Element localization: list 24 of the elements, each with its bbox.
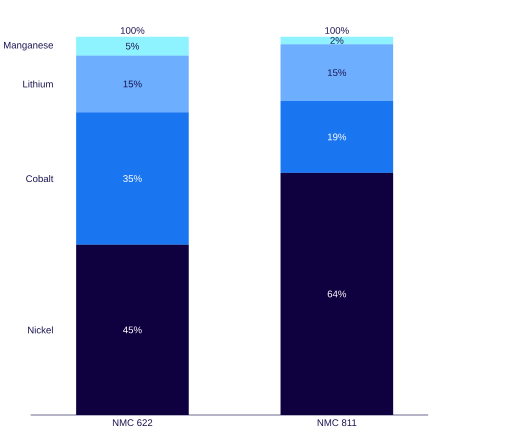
bar xyxy=(280,36,394,44)
bar xyxy=(280,172,394,416)
data-label: 15% xyxy=(124,80,142,88)
text: Lithium xyxy=(23,80,53,88)
text: Manganese xyxy=(4,42,53,50)
text: Nickel xyxy=(28,326,53,334)
x-tick-label: NMC 811 xyxy=(318,419,356,426)
data-label: 5% xyxy=(126,42,140,50)
x-tick-label: NMC 622 xyxy=(112,419,152,426)
text: Cobalt xyxy=(26,175,54,182)
total-label: 100% xyxy=(325,27,349,34)
data-label: 19% xyxy=(328,134,346,140)
bar xyxy=(76,56,189,112)
data-label: 64% xyxy=(328,290,346,298)
bar xyxy=(76,36,189,56)
data-label: 45% xyxy=(123,326,142,334)
total-label: 100% xyxy=(120,27,144,34)
bar xyxy=(76,112,189,245)
data-label: 35% xyxy=(123,175,142,182)
bar xyxy=(76,244,189,416)
bar xyxy=(280,44,394,102)
data-label: 2% xyxy=(330,37,344,44)
bar xyxy=(280,101,394,173)
data-label: 15% xyxy=(328,69,346,76)
